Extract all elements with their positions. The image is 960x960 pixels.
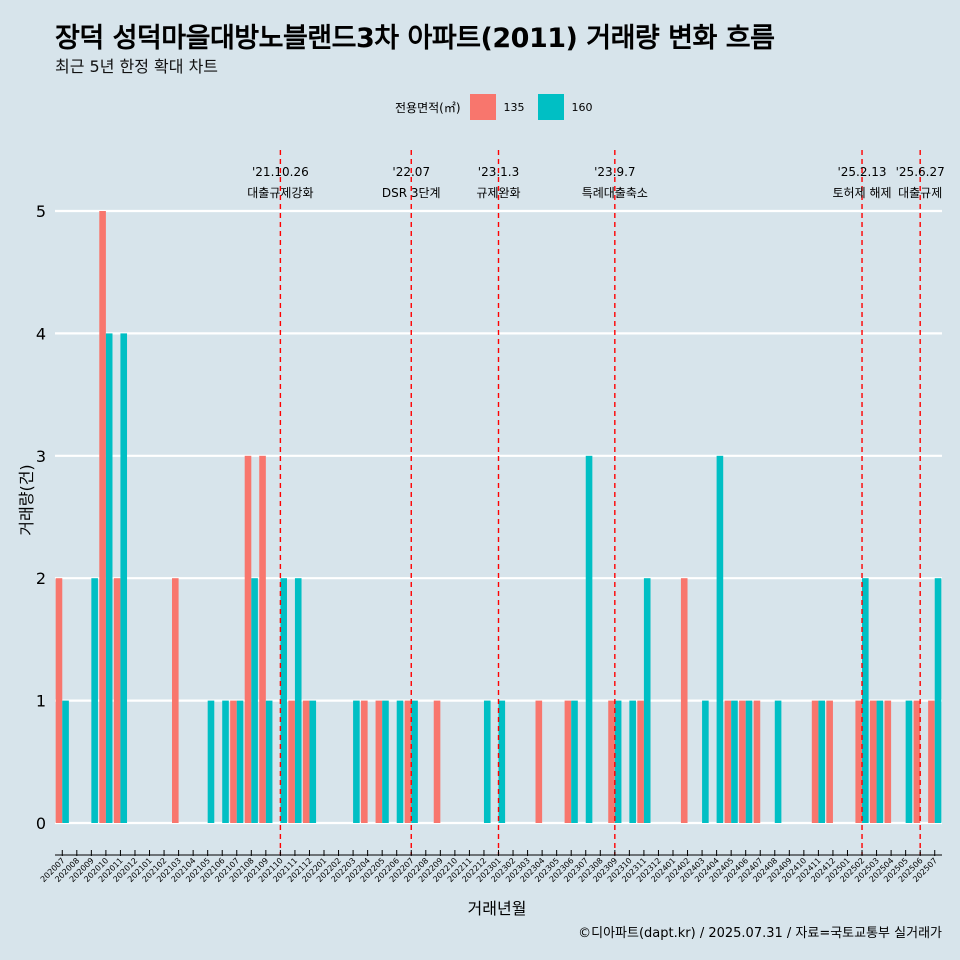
bar-135-202109 xyxy=(259,455,266,823)
bar-160-202011 xyxy=(120,333,128,823)
y-tick-label-5: 5 xyxy=(36,202,46,221)
bar-160-202311 xyxy=(643,578,651,823)
bar-135-202504 xyxy=(884,700,892,823)
bar-135-202304 xyxy=(535,700,543,823)
bar-160-202108 xyxy=(251,578,258,823)
bar-135-202108 xyxy=(244,455,252,823)
y-tick-label-0: 0 xyxy=(36,814,46,833)
y-tick-label-3: 3 xyxy=(36,447,46,466)
bar-160-202306 xyxy=(571,700,578,823)
bar-160-202403 xyxy=(702,700,709,823)
event-date-202502: '25.2.13 xyxy=(837,165,886,179)
bar-160-202112 xyxy=(309,700,317,823)
event-label-202207: DSR 3단계 xyxy=(382,186,441,200)
bar-160-202404 xyxy=(716,455,724,823)
y-tick-label-2: 2 xyxy=(36,569,46,588)
bar-160-202502 xyxy=(862,578,869,823)
bar-160-202107 xyxy=(236,700,244,823)
event-label-202309: 특례대출축소 xyxy=(582,186,648,200)
bar-160-202301 xyxy=(498,700,506,823)
bar-135-202405 xyxy=(724,700,732,823)
bar-135-202107 xyxy=(230,700,237,823)
legend-swatch-160 xyxy=(537,94,564,120)
bar-135-202402 xyxy=(680,578,688,823)
bar-160-202307 xyxy=(585,455,593,823)
event-label-202301: 규제완화 xyxy=(476,186,520,200)
bar-160-202110 xyxy=(280,578,287,823)
bar-160-202105 xyxy=(207,700,215,823)
bar-160-202111 xyxy=(294,578,302,823)
bar-135-202011 xyxy=(113,578,121,823)
bar-160-202406 xyxy=(745,700,753,823)
legend-label-135: 135 xyxy=(503,100,525,114)
bar-160-202010 xyxy=(105,333,113,823)
bar-135-202311 xyxy=(637,700,644,823)
event-label-202502: 토허제 해제 xyxy=(833,186,892,200)
bar-160-202203 xyxy=(353,700,360,823)
event-label-202110: 대출규제강화 xyxy=(247,186,313,200)
bar-160-202109 xyxy=(265,700,273,823)
bar-135-202103 xyxy=(172,578,179,823)
legend-title: 전용면적(㎡) xyxy=(395,100,461,115)
bar-160-202503 xyxy=(876,700,884,823)
chart-title: 장덕 성덕마을대방노블랜드3차 아파트(2011) 거래량 변화 흐름 xyxy=(55,23,775,54)
event-lines: '21.10.26 대출규제강화 '22.07 DSR 3단계 '23.1.3 규제완화 '… xyxy=(247,150,945,855)
bar-135-202507 xyxy=(928,700,935,823)
bar-160-202212 xyxy=(483,700,491,823)
legend: 전용면적(㎡) 135 160 xyxy=(395,93,597,121)
bars xyxy=(55,211,942,823)
bar-160-202507 xyxy=(934,578,942,823)
y-tick-label-4: 4 xyxy=(36,324,46,343)
event-date-202207: '22.07 xyxy=(392,165,430,179)
bar-160-202206 xyxy=(396,700,404,823)
y-axis-title: 거래량(건) xyxy=(17,464,36,535)
chart-subtitle: 최근 5년 한정 확대 차트 xyxy=(55,57,219,76)
bar-160-202310 xyxy=(629,700,636,823)
bar-160-202411 xyxy=(818,700,825,823)
event-date-202110: '21.10.26 xyxy=(252,165,309,179)
x-axis-title: 거래년월 xyxy=(468,899,527,918)
legend-swatch-135 xyxy=(469,94,496,120)
bar-135-202503 xyxy=(869,700,877,823)
event-date-202301: '23.1.3 xyxy=(478,165,519,179)
bar-135-202112 xyxy=(302,700,310,823)
bar-135-202007 xyxy=(55,578,63,823)
bar-135-202412 xyxy=(826,700,833,823)
event-date-202506: '25.6.27 xyxy=(896,165,945,179)
bar-160-202505 xyxy=(905,700,913,823)
bar-135-202309 xyxy=(608,700,615,823)
bar-160-202408 xyxy=(774,700,782,823)
y-tick-label-1: 1 xyxy=(36,692,46,711)
bar-135-202111 xyxy=(288,700,295,823)
event-label-202506: 대출규제 xyxy=(898,186,942,200)
bar-160-202106 xyxy=(222,700,229,823)
bar-135-202204 xyxy=(361,700,368,823)
bar-135-202205 xyxy=(375,700,383,823)
bar-135-202406 xyxy=(739,700,746,823)
bar-160-202205 xyxy=(382,700,389,823)
bar-160-202009 xyxy=(91,578,98,823)
source-caption: ©디아파트(dapt.kr) / 2025.07.31 / 자료=국토교통부 실… xyxy=(578,926,942,941)
bar-135-202411 xyxy=(811,700,819,823)
bar-160-202309 xyxy=(614,700,622,823)
bar-135-202209 xyxy=(433,700,441,823)
bar-135-202207 xyxy=(404,700,412,823)
bar-160-202405 xyxy=(731,700,738,823)
bar-135-202502 xyxy=(855,700,863,823)
bar-160-202007 xyxy=(62,700,69,823)
bar-135-202306 xyxy=(564,700,572,823)
legend-label-160: 160 xyxy=(571,100,593,114)
bar-160-202207 xyxy=(411,700,418,823)
bar-135-202010 xyxy=(99,211,106,823)
bar-135-202506 xyxy=(913,700,921,823)
event-date-202309: '23.9.7 xyxy=(594,165,635,179)
bar-135-202407 xyxy=(753,700,761,823)
